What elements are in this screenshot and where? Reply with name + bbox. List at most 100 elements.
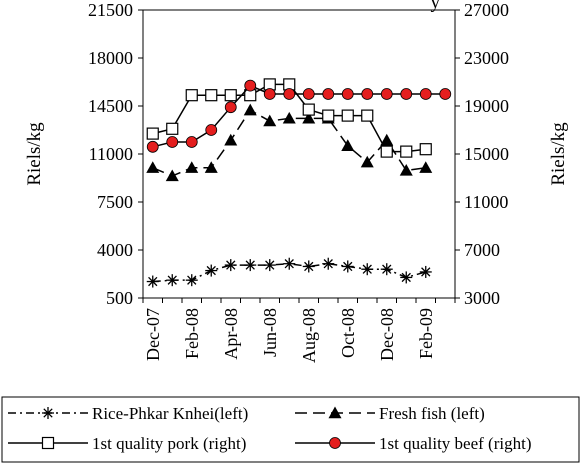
circle-marker [380, 88, 393, 100]
square-marker [419, 143, 432, 156]
x-tick-label: Feb-09 [416, 308, 436, 359]
triangle-marker [165, 169, 179, 182]
square-marker [400, 145, 413, 158]
legend-label: 1st quality pork (right) [92, 434, 246, 453]
triangle-marker [360, 155, 374, 168]
series-2 [146, 78, 432, 158]
asterisk-marker [302, 260, 315, 273]
x-tick-label: Jun-08 [260, 308, 280, 357]
asterisk-marker [205, 264, 218, 277]
circle-marker [283, 88, 296, 100]
triangle-marker [243, 103, 257, 116]
asterisk-marker [224, 259, 237, 272]
triangle-marker [204, 161, 218, 173]
legend-entry: Fresh fish (left) [295, 404, 485, 423]
asterisk-marker [146, 275, 159, 288]
right-tick-label: 19000 [464, 96, 509, 116]
left-tick-label: 7500 [97, 192, 133, 212]
chart-title: y [431, 0, 441, 13]
circle-marker [329, 437, 341, 449]
x-tick-label: Aug-08 [299, 308, 319, 363]
legend-label: Fresh fish (left) [379, 404, 485, 423]
triangle-marker [282, 111, 296, 124]
asterisk-marker [244, 259, 257, 272]
square-marker [341, 109, 354, 122]
triangle-marker [263, 114, 277, 127]
triangle-marker [399, 163, 413, 176]
circle-marker [302, 88, 315, 100]
triangle-marker [302, 111, 316, 124]
legend-entry: 1st quality beef (right) [295, 434, 532, 453]
square-marker [185, 89, 198, 102]
circle-marker [244, 79, 257, 92]
left-tick-label: 4000 [97, 240, 133, 260]
triangle-marker [380, 133, 394, 146]
square-marker [302, 103, 315, 116]
x-tick-label: Oct-08 [338, 308, 358, 358]
legend-label: 1st quality beef (right) [379, 434, 532, 453]
asterisk-marker [166, 274, 179, 287]
legend-layer: Rice-Phkar Knhei(left) Fresh fish (left) 1… [1, 396, 580, 463]
left-tick-label: 11000 [89, 144, 133, 164]
square-marker [146, 127, 159, 140]
x-tick-label: Apr-08 [221, 308, 241, 360]
right-tick-label: 7000 [464, 240, 500, 260]
asterisk-marker [341, 260, 354, 273]
circle-marker [185, 136, 198, 148]
triangle-marker [224, 133, 238, 146]
left-tick-label: 14500 [88, 96, 133, 116]
x-tick-label: Feb-08 [182, 308, 202, 359]
circle-marker [224, 101, 237, 114]
circle-marker [146, 140, 159, 153]
asterisk-marker [283, 257, 296, 270]
left-axis-label: Riels/kg [24, 122, 45, 186]
square-marker [361, 109, 374, 122]
asterisk-marker [263, 259, 276, 272]
right-axis-label: Riels/kg [548, 122, 569, 186]
legend-box [1, 396, 580, 463]
triangle-marker [419, 161, 433, 173]
square-marker [41, 436, 55, 450]
left-tick-label: 21500 [88, 0, 133, 20]
circle-marker [419, 88, 432, 100]
triangle-marker [185, 161, 199, 173]
asterisk-marker [185, 274, 198, 287]
asterisk-marker [42, 407, 54, 419]
left-tick-label: 500 [106, 288, 133, 308]
asterisk-marker [380, 263, 393, 276]
square-marker [380, 145, 393, 158]
circle-marker [400, 88, 413, 100]
asterisk-marker [361, 263, 374, 276]
right-tick-label: 27000 [464, 0, 509, 20]
circle-marker [263, 88, 276, 100]
right-tick-label: 15000 [464, 144, 509, 164]
circle-marker [205, 124, 218, 136]
square-marker [224, 89, 237, 102]
left-tick-label: 18000 [88, 48, 133, 68]
right-tick-label: 11000 [464, 192, 508, 212]
circle-marker [322, 88, 335, 100]
legend-entry: 1st quality pork (right) [8, 434, 246, 453]
legend-label: Rice-Phkar Knhei(left) [92, 404, 248, 423]
triangle-marker [146, 161, 160, 173]
series-layer [146, 78, 452, 288]
series-3 [146, 79, 452, 153]
asterisk-marker [400, 271, 413, 284]
circle-marker [341, 88, 354, 100]
legend-entry: Rice-Phkar Knhei(left) [8, 404, 248, 423]
right-tick-label: 23000 [464, 48, 509, 68]
x-tick-label: Dec-08 [377, 308, 397, 361]
square-marker [322, 109, 335, 122]
circle-marker [166, 136, 179, 148]
axes-layer: y 500 4000 7500 11000 14500 18000 21500 3000 7000… [24, 0, 569, 363]
right-tick-label: 3000 [464, 288, 500, 308]
triangle-marker [328, 406, 342, 419]
series-0 [146, 257, 432, 288]
asterisk-marker [322, 257, 335, 270]
x-tick-label: Dec-07 [143, 308, 163, 361]
circle-marker [361, 88, 374, 100]
asterisk-marker [419, 265, 432, 278]
square-marker [205, 89, 218, 102]
